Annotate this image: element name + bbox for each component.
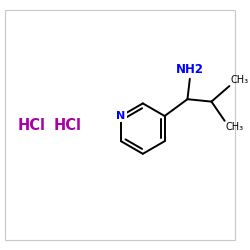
Text: NH2: NH2	[176, 63, 204, 76]
Text: CH₃: CH₃	[231, 75, 249, 85]
Text: CH₃: CH₃	[226, 122, 244, 132]
Text: HCl: HCl	[17, 118, 45, 132]
Text: N: N	[116, 111, 126, 121]
Text: HCl: HCl	[53, 118, 81, 132]
